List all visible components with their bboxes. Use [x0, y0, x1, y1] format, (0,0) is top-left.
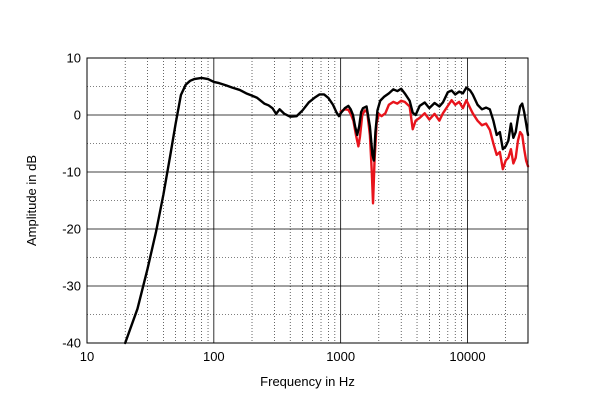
x-axis-title: Frequency in Hz: [260, 374, 355, 389]
y-tick-labels: 10 0 -10 -20 -30 -40: [62, 51, 81, 351]
grid: [87, 58, 528, 343]
x-tick-label: 1000: [326, 349, 355, 364]
x-tick-label: 100: [203, 349, 225, 364]
y-tick-label: -40: [62, 336, 81, 351]
x-tick-label: 10000: [449, 349, 485, 364]
y-tick-label: -30: [62, 279, 81, 294]
y-tick-label: 10: [67, 51, 81, 66]
y-tick-label: 0: [74, 108, 81, 123]
x-tick-labels: 10 100 1000 10000: [80, 349, 486, 364]
series-layer: [123, 76, 530, 345]
series-line-1: [123, 76, 530, 345]
y-tick-label: -20: [62, 222, 81, 237]
y-axis-title: Amplitude in dB: [24, 155, 39, 246]
plot-frame: [86, 57, 529, 344]
x-tick-label: 10: [80, 349, 94, 364]
y-tick-label: -10: [62, 165, 81, 180]
